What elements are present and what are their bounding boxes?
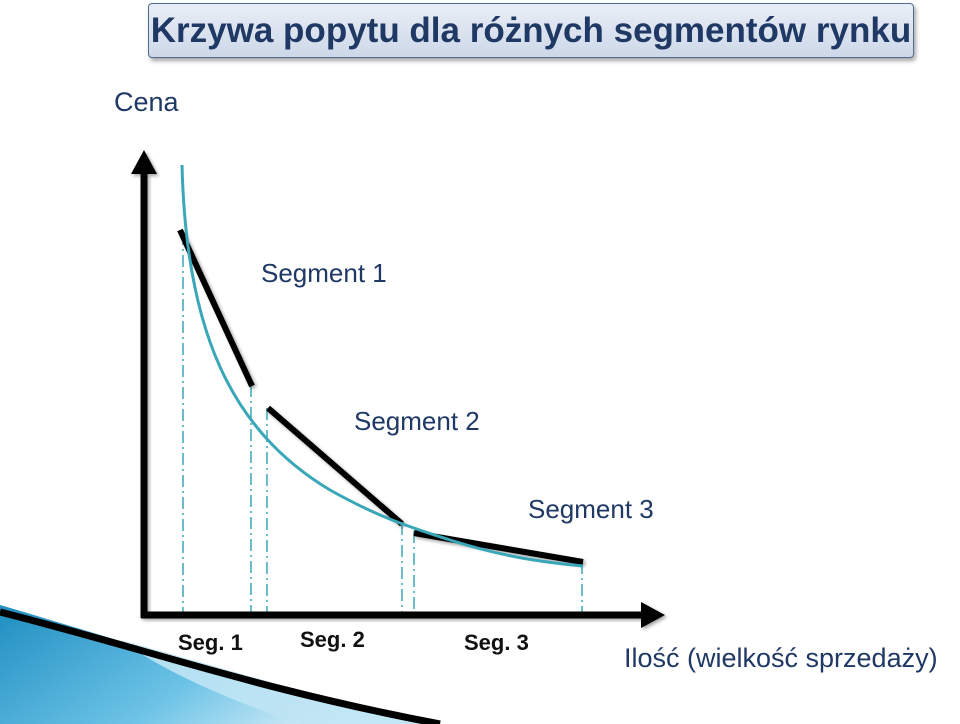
decor-wave xyxy=(0,605,430,724)
segment-line-1 xyxy=(177,228,255,388)
y-axis-label: Cena xyxy=(114,87,180,117)
curve-label-segment-3: Segment 3 xyxy=(528,494,654,524)
axes xyxy=(131,150,665,628)
x-axis-label: Ilość (wielkość sprzedaży) xyxy=(624,643,938,673)
y-axis-arrow xyxy=(131,150,157,174)
demand-curve xyxy=(180,164,584,568)
curve-label-segment-2: Segment 2 xyxy=(354,406,480,436)
decor-wave-dark-line xyxy=(0,608,441,724)
tick-label-seg-3: Seg. 3 xyxy=(464,630,529,655)
segment-line-2 xyxy=(266,405,404,527)
x-axis-arrow xyxy=(641,602,665,628)
guide-lines xyxy=(182,233,583,613)
decor-wave-light xyxy=(120,640,420,724)
curve-label-segment-1: Segment 1 xyxy=(261,258,387,288)
diagram-title: Krzywa popytu dla różnych segmentów rynk… xyxy=(148,3,914,58)
tick-label-seg-1: Seg. 1 xyxy=(178,630,243,655)
tick-label-seg-2: Seg. 2 xyxy=(300,627,365,652)
